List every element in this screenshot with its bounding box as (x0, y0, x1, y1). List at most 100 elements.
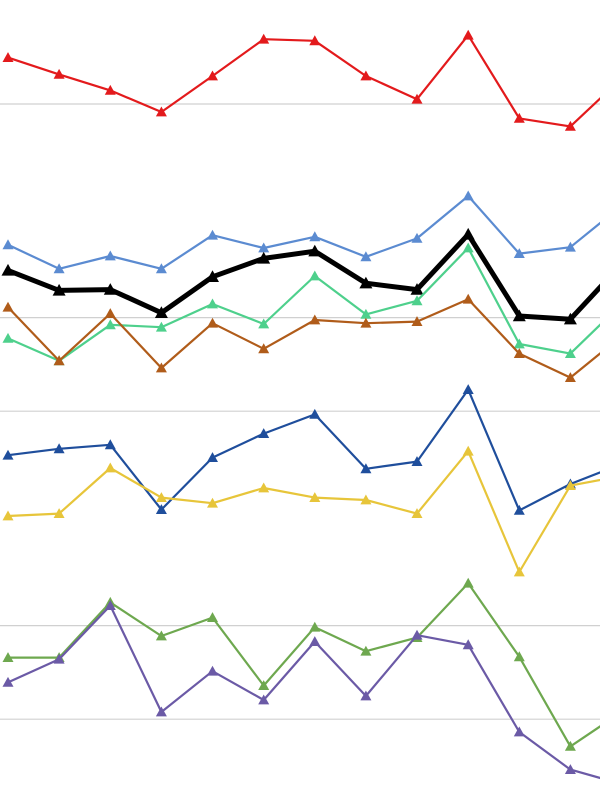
series-1-point-8 (360, 70, 372, 81)
series-1-point-1 (2, 52, 14, 62)
series-7-point-3 (104, 462, 116, 473)
series-2-point-4 (155, 263, 167, 274)
series-9 (2, 600, 600, 780)
series-9-point-11 (513, 726, 525, 737)
series-5-line (7, 298, 600, 379)
series-3-point-7 (308, 244, 322, 257)
series-1-point-5 (207, 70, 218, 81)
series-8-point-11 (513, 651, 525, 662)
series-8-point-8 (360, 645, 372, 656)
series-3-point-1 (1, 263, 15, 276)
series-6-point-10 (462, 384, 474, 394)
series-3-point-11 (512, 309, 526, 322)
series-9-point-9 (411, 629, 423, 640)
series-1 (2, 29, 600, 131)
series-4-point-12 (564, 348, 576, 358)
series-5-point-8 (360, 317, 372, 328)
series-2-point-11 (513, 248, 525, 258)
series-6-line (7, 388, 600, 512)
series-1-point-11 (513, 112, 525, 123)
series-5-point-2 (53, 355, 65, 366)
series-2-point-12 (564, 241, 576, 252)
series-7-point-8 (360, 494, 372, 505)
series-8-point-6 (258, 680, 270, 690)
series-8-point-4 (155, 630, 167, 641)
series-3-point-3 (103, 283, 117, 295)
series-2-point-6 (258, 242, 270, 253)
series-9-point-8 (360, 690, 372, 701)
series-3-point-10 (461, 227, 475, 240)
series-5 (2, 293, 600, 382)
series-6-point-11 (513, 504, 525, 515)
series-4-point-7 (309, 270, 321, 281)
series-4-point-9 (411, 295, 423, 306)
series-group (1, 29, 600, 780)
series-7-point-12 (564, 480, 576, 490)
series-6-point-9 (411, 456, 423, 466)
series-7-point-1 (2, 510, 14, 521)
series-7 (2, 445, 600, 577)
series-6 (2, 384, 600, 515)
series-2-line (7, 194, 600, 270)
series-9-point-3 (104, 600, 116, 610)
series-6-point-7 (309, 408, 321, 419)
series-5-point-4 (155, 362, 167, 373)
series-4-point-1 (2, 332, 14, 343)
series-4-point-4 (155, 321, 167, 332)
series-8-point-12 (564, 740, 576, 751)
series-1-point-6 (258, 33, 270, 44)
series-1-point-10 (462, 29, 474, 40)
series-2-point-9 (411, 232, 423, 243)
series-5-point-7 (309, 314, 321, 325)
series-9-line (7, 604, 600, 780)
series-7-point-5 (207, 497, 218, 508)
series-3-point-8 (359, 276, 373, 289)
series-1-point-4 (155, 106, 167, 117)
series-9-point-5 (207, 665, 218, 676)
series-5-point-11 (513, 348, 525, 358)
series-4-point-11 (513, 338, 525, 349)
series-7-point-4 (155, 492, 167, 502)
series-3-point-12 (563, 312, 577, 325)
series-7-point-2 (53, 508, 65, 518)
series-9-point-1 (2, 676, 14, 687)
series-3-point-6 (257, 251, 271, 264)
series-3-point-5 (206, 270, 219, 282)
series-1-point-9 (411, 93, 423, 104)
series-9-point-6 (258, 694, 270, 705)
series-3-point-4 (154, 306, 168, 318)
series-5-point-1 (2, 301, 14, 312)
series-5-point-6 (258, 343, 270, 354)
series-1-point-2 (53, 68, 65, 79)
series-5-point-9 (411, 316, 423, 326)
series-8-point-7 (309, 621, 321, 632)
series-7-point-11 (513, 566, 525, 577)
series-9-point-2 (53, 653, 65, 664)
series-8-point-5 (207, 612, 218, 622)
series-5-point-10 (462, 293, 474, 304)
series-2-point-10 (462, 190, 474, 201)
series-3-line (7, 231, 600, 322)
series-2-point-2 (53, 263, 65, 274)
series-7-point-9 (411, 508, 423, 518)
series-3-point-9 (410, 283, 424, 295)
series-2 (2, 190, 600, 274)
series-2-point-8 (360, 251, 372, 262)
series-6-point-1 (2, 449, 14, 460)
series-4-point-3 (104, 319, 116, 330)
series-9-point-4 (155, 706, 167, 717)
series-4-point-5 (207, 298, 218, 309)
series-5-point-12 (564, 372, 576, 382)
series-1-point-7 (309, 35, 321, 46)
series-4-point-6 (258, 318, 270, 329)
series-4-point-8 (360, 308, 372, 319)
series-9-point-7 (309, 636, 321, 646)
series-8-point-1 (2, 652, 14, 662)
series-1-point-3 (104, 84, 116, 95)
series-2-point-1 (2, 239, 14, 250)
series-5-point-5 (207, 317, 218, 328)
series-2-point-7 (309, 231, 321, 242)
series-8-line (8, 582, 600, 748)
